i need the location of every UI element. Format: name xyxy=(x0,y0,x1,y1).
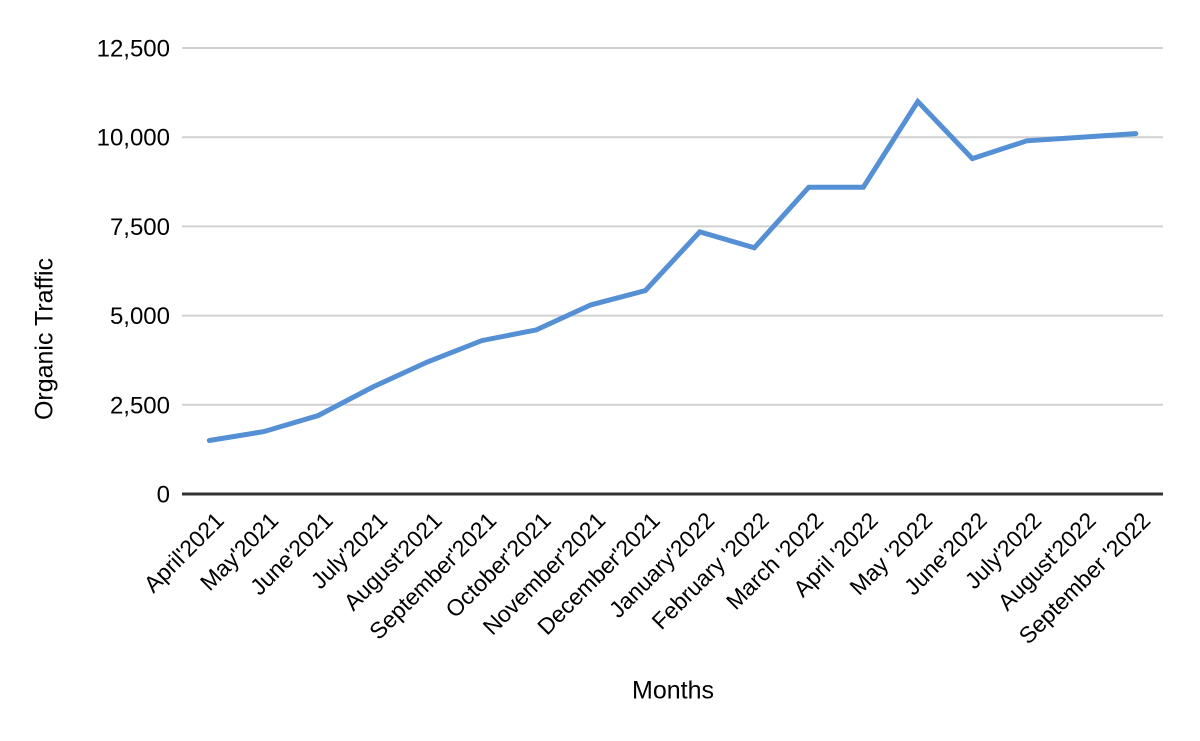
series-line xyxy=(206,97,1139,443)
x-axis-title: Months xyxy=(632,676,714,705)
y-tick-label: 7,500 xyxy=(110,214,170,241)
y-tick-label: 5,000 xyxy=(110,303,170,330)
y-axis-title: Organic Traffic xyxy=(30,257,59,421)
y-tick-label: 12,500 xyxy=(97,36,170,63)
y-tick-label: 10,000 xyxy=(97,125,170,152)
y-tick-label: 0 xyxy=(157,482,170,509)
y-tick-label: 2,500 xyxy=(110,392,170,419)
